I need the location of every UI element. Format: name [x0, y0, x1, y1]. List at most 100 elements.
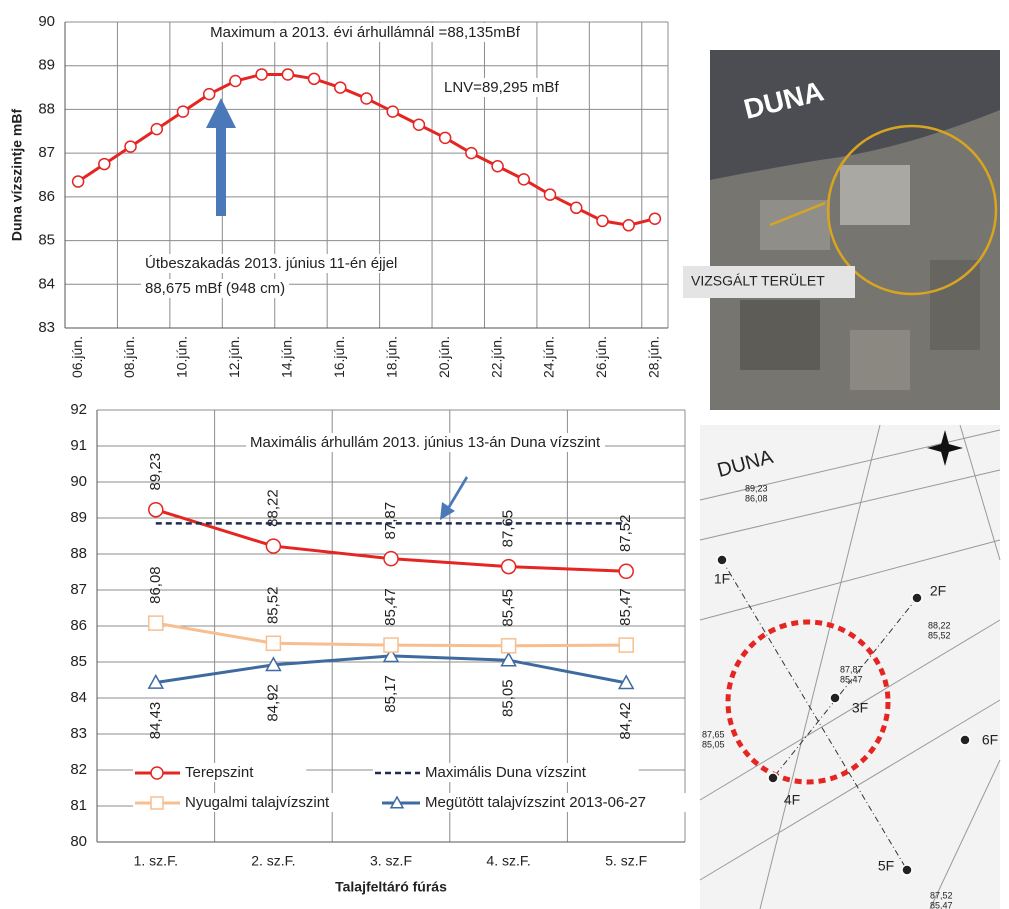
x-tick-label: 20.jún.	[436, 336, 452, 378]
marker	[387, 106, 398, 117]
legend-label: Megütött talajvízszint 2013-06-27	[425, 794, 646, 811]
legend-item: Maximális Duna vízszint	[373, 763, 639, 782]
annotation: LNV=89,295 mBf	[444, 79, 559, 96]
y-tick-label: 90	[38, 13, 55, 30]
building	[840, 165, 910, 225]
value-label: 85,17	[382, 675, 399, 713]
x-tick-label: 1. sz.F.	[134, 853, 178, 869]
value-label: 85,45	[500, 589, 517, 627]
value-label: 84,42	[617, 702, 634, 740]
pointer-arrow	[440, 476, 468, 520]
value-label: 89,23	[147, 453, 164, 491]
marker	[230, 76, 241, 87]
y-tick-label: 87	[38, 144, 55, 161]
value-label: 85,05	[500, 679, 517, 717]
marker	[649, 213, 660, 224]
borehole-point	[902, 865, 912, 875]
borehole-label: 4F	[784, 792, 800, 808]
x-tick-label: 2. sz.F.	[251, 853, 295, 869]
marker	[309, 73, 320, 84]
borehole-value: 86,08	[745, 493, 768, 503]
marker	[256, 69, 267, 80]
marker	[518, 174, 529, 185]
x-tick-label: 3. sz.F	[370, 853, 412, 869]
marker	[177, 106, 188, 117]
y-tick-label: 81	[70, 797, 87, 814]
borehole-label: 6F	[982, 732, 998, 748]
y-tick-label: 83	[70, 725, 87, 742]
marker	[204, 89, 215, 100]
x-tick-label: 28.jún.	[646, 336, 662, 378]
page: DUNA VIZSGÁLT TERÜLET DUNA 1F89,2386,082…	[0, 0, 1009, 909]
value-label: 87,87	[382, 502, 399, 540]
annotation: Maximális árhullám 2013. június 13-án Du…	[250, 434, 601, 451]
marker	[266, 636, 280, 650]
legend-label: Maximális Duna vízszint	[425, 764, 587, 781]
marker	[149, 616, 163, 630]
marker	[384, 638, 398, 652]
borehole-point	[768, 773, 778, 783]
legend-label: Terepszint	[185, 764, 254, 781]
borehole-value: 89,23	[745, 483, 768, 493]
x-tick-label: 18.jún.	[383, 336, 399, 378]
y-tick-label: 91	[70, 437, 87, 454]
value-label: 84,43	[147, 702, 164, 740]
y-tick-label: 84	[38, 275, 55, 292]
borehole-point	[912, 593, 922, 603]
borehole-chart: 808182838485868788899091921. sz.F.2. sz.…	[70, 401, 698, 895]
legend-item: Nyugalmi talajvízszint	[133, 793, 382, 812]
water-level-chart: 838485868788899006.jún.08.jún.10.jún.12.…	[9, 13, 668, 378]
marker	[492, 161, 503, 172]
marker	[597, 215, 608, 226]
building	[930, 260, 980, 350]
x-tick-label: 10.jún.	[174, 336, 190, 378]
building	[740, 300, 820, 370]
site-map: DUNA 1F89,2386,082F88,2285,523F87,8785,4…	[700, 425, 1000, 909]
borehole-point	[830, 693, 840, 703]
marker	[623, 220, 634, 231]
marker	[282, 69, 293, 80]
pointer-arrow	[206, 98, 236, 216]
y-tick-label: 84	[70, 689, 87, 706]
x-tick-label: 5. sz.F	[605, 853, 647, 869]
borehole-value: 87,65	[702, 729, 725, 739]
marker	[99, 159, 110, 170]
marker	[466, 148, 477, 159]
y-tick-label: 83	[38, 319, 55, 336]
value-label: 87,52	[617, 515, 634, 553]
borehole-label: 1F	[714, 571, 730, 587]
legend-label: Nyugalmi talajvízszint	[185, 794, 330, 811]
y-tick-label: 88	[38, 100, 55, 117]
annotation: 88,675 mBf (948 cm)	[145, 280, 285, 297]
borehole-value: 85,47	[930, 900, 953, 909]
marker	[413, 119, 424, 130]
x-tick-label: 22.jún.	[488, 336, 504, 378]
borehole-value: 85,52	[928, 630, 951, 640]
borehole-label: 2F	[930, 583, 946, 599]
y-tick-label: 85	[38, 232, 55, 249]
y-tick-label: 87	[70, 581, 87, 598]
legend-marker	[151, 797, 163, 809]
photo-area-label: VIZSGÁLT TERÜLET	[691, 272, 825, 289]
borehole-value: 87,87	[840, 664, 863, 674]
y-tick-label: 80	[70, 833, 87, 850]
y-tick-label: 86	[38, 188, 55, 205]
marker	[502, 639, 516, 653]
marker	[151, 124, 162, 135]
marker	[384, 552, 398, 566]
borehole-point	[960, 735, 970, 745]
value-label: 86,08	[147, 566, 164, 604]
annotation: Útbeszakadás 2013. június 11-én éjjel	[145, 255, 397, 272]
value-label: 85,47	[617, 588, 634, 626]
marker	[545, 189, 556, 200]
marker	[571, 202, 582, 213]
x-tick-label: 26.jún.	[593, 336, 609, 378]
value-label: 85,52	[264, 587, 281, 625]
annotation: Maximum a 2013. évi árhullámnál =88,135m…	[210, 24, 521, 41]
y-tick-label: 89	[38, 57, 55, 74]
x-tick-label: 12.jún.	[226, 336, 242, 378]
borehole-value: 85,05	[702, 739, 725, 749]
legend-marker	[151, 767, 163, 779]
y-tick-label: 92	[70, 401, 87, 418]
y-tick-label: 88	[70, 545, 87, 562]
